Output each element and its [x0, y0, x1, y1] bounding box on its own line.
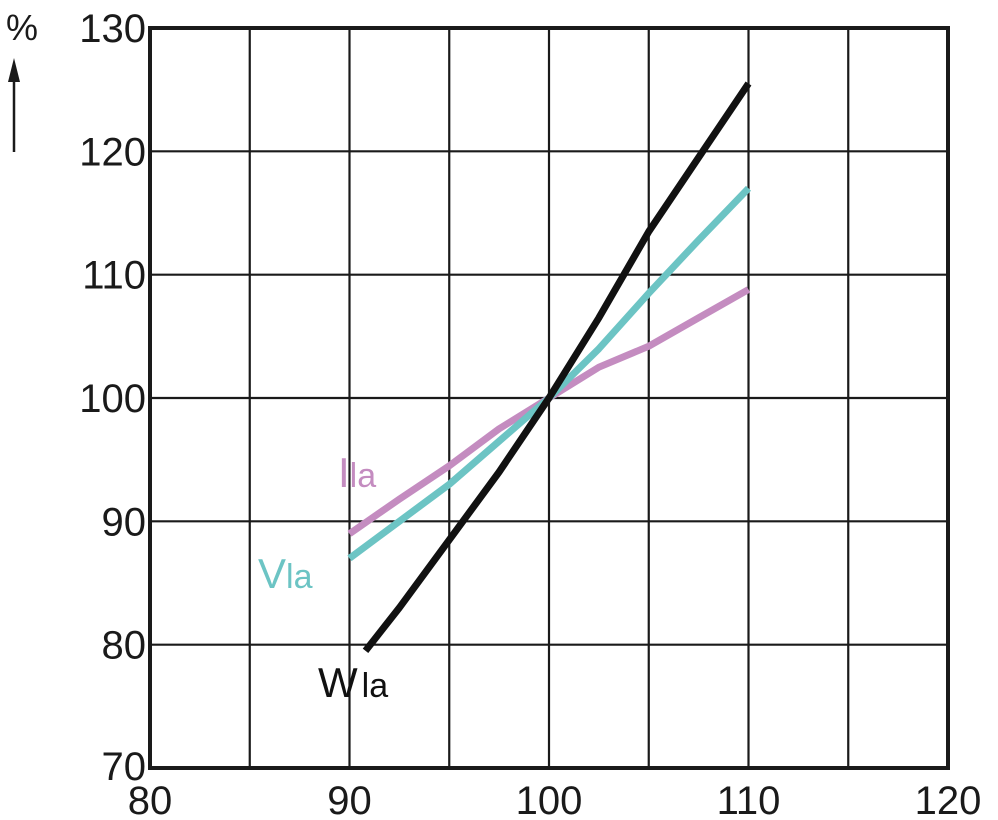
- y-tick-label: 130: [79, 7, 146, 51]
- y-tick-label: 90: [102, 500, 147, 544]
- series-lines: [347, 81, 752, 653]
- series-label-sub: la: [286, 558, 313, 596]
- y-tick-label: 70: [102, 745, 147, 789]
- y-tick-label: 80: [102, 624, 147, 668]
- x-tick-label: 110: [717, 779, 781, 820]
- x-tick-label: 120: [915, 779, 982, 820]
- series-label-sub: la: [350, 457, 377, 495]
- y-tick-label: 100: [79, 377, 146, 421]
- x-tick-label: 80: [128, 779, 173, 820]
- series-label-i: Ila: [338, 449, 376, 496]
- y-tick-label: 110: [82, 254, 146, 298]
- series-line-w: [362, 81, 752, 653]
- series-label-main: W: [318, 659, 358, 706]
- x-tick-label: 100: [516, 779, 583, 820]
- series-label-v: Vla: [258, 550, 313, 597]
- plot-frame: [148, 26, 950, 770]
- y-tick-label: 120: [79, 130, 146, 174]
- series-label-main: I: [338, 449, 350, 496]
- x-tick-label: 90: [327, 779, 372, 820]
- y-axis-label: %: [6, 7, 38, 48]
- y-unit: %: [6, 7, 38, 152]
- y-axis-arrow-head: [8, 58, 20, 82]
- series-label-main: V: [258, 550, 286, 597]
- series-label-sub: la: [362, 667, 389, 705]
